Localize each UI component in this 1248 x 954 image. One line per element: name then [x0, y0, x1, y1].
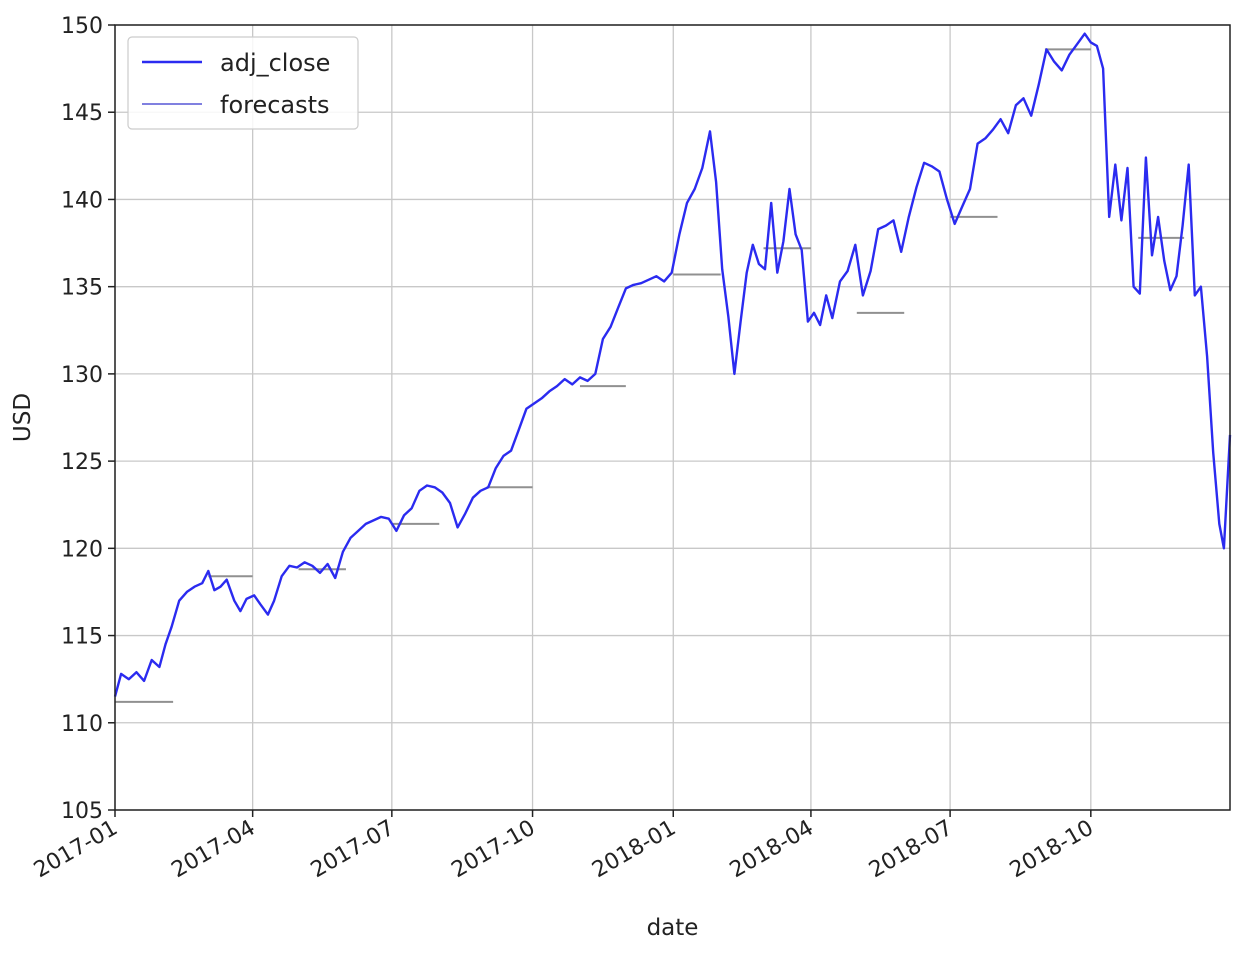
y-tick-label: 110 — [61, 712, 103, 737]
grid-lines — [114, 24, 1230, 811]
x-tick-label: 2017-01 — [30, 816, 122, 884]
y-tick-label: 105 — [61, 799, 103, 824]
legend: adj_close forecasts — [127, 36, 359, 130]
legend-box — [127, 36, 359, 130]
plot-frame — [114, 24, 1231, 811]
y-tick-label: 135 — [61, 276, 103, 301]
forecast-segments — [115, 48, 1185, 703]
x-tick-label: 2018-01 — [588, 816, 680, 884]
x-tick-label: 2018-10 — [1006, 816, 1098, 884]
x-tick-label: 2017-04 — [168, 816, 260, 884]
y-tick-label: 115 — [61, 625, 103, 650]
y-tick-label: 140 — [61, 188, 103, 213]
y-axis-ticks: 105 110 115 120 125 130 135 140 145 150 — [61, 14, 115, 824]
y-tick-label: 125 — [61, 450, 103, 475]
x-axis-ticks: 2017-01 2017-04 2017-07 2017-10 2018-01 2018-… — [30, 810, 1098, 883]
x-axis-label: date — [647, 915, 699, 941]
legend-label-forecasts: forecasts — [220, 91, 330, 119]
y-tick-label: 120 — [61, 537, 103, 562]
y-tick-label: 130 — [61, 363, 103, 388]
y-axis-label: USD — [10, 393, 36, 442]
y-tick-label: 145 — [61, 101, 103, 126]
x-tick-label: 2017-10 — [447, 816, 539, 884]
legend-label-adj-close: adj_close — [220, 49, 330, 77]
x-tick-label: 2018-04 — [726, 816, 818, 884]
x-tick-label: 2018-07 — [865, 816, 957, 884]
y-tick-label: 150 — [61, 14, 103, 39]
adj-close-line — [113, 32, 1232, 697]
adj-close-series — [113, 32, 1232, 697]
x-tick-label: 2017-07 — [307, 816, 399, 884]
